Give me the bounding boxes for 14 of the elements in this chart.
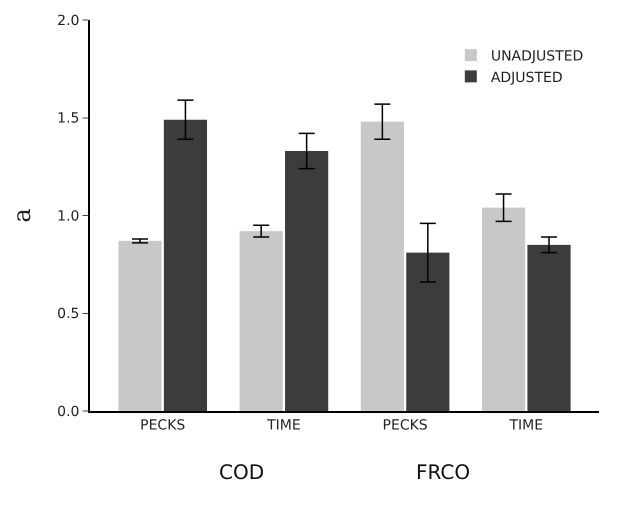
y-tick-label: 0.0	[57, 404, 80, 420]
x-tick-label: PECKS	[140, 418, 186, 434]
y-axis-title: a	[8, 208, 36, 223]
y-tick-label: 1.5	[57, 110, 80, 127]
x-tick-label: PECKS	[382, 418, 428, 434]
legend-label: UNADJUSTED	[490, 48, 584, 65]
text: FRCO	[416, 460, 470, 484]
x-tick-label: TIME	[266, 418, 301, 434]
y-tick-label: 0.5	[57, 306, 80, 322]
text: COD	[219, 460, 264, 484]
y-tick-label: 2.0	[57, 12, 80, 29]
legend-label: ADJUSTED	[490, 70, 563, 86]
x-tick-label: TIME	[508, 418, 544, 434]
y-tick-label: 1.0	[57, 208, 80, 224]
